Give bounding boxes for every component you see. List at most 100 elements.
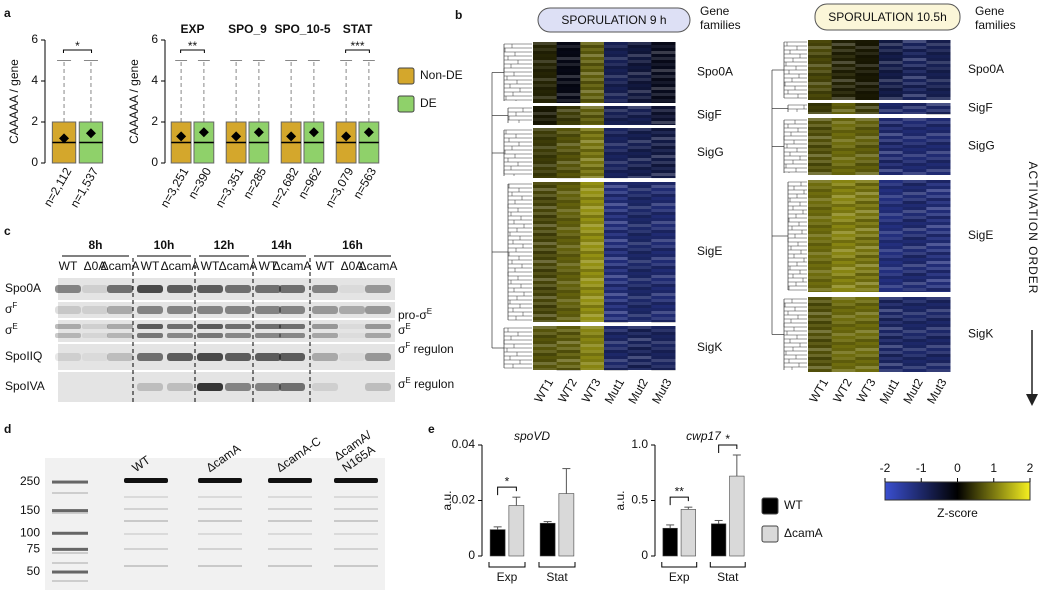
blot-band [197, 383, 223, 391]
heat-texture [831, 285, 856, 288]
heat-texture [604, 81, 629, 84]
heat-texture [556, 206, 581, 209]
heat-texture [556, 152, 581, 155]
heat-texture [580, 257, 605, 260]
heat-texture [902, 154, 927, 157]
heat-texture [902, 309, 927, 312]
heat-texture [926, 318, 951, 321]
heat-texture [604, 341, 629, 344]
heat-texture [604, 317, 629, 320]
heat-texture [902, 312, 927, 315]
heat-texture [902, 133, 927, 136]
n-label: n=2,682 [267, 165, 301, 210]
heat-cell [902, 40, 927, 100]
heat-texture [651, 69, 676, 72]
significance-bracket [718, 444, 738, 453]
heat-texture [831, 366, 856, 369]
heat-texture [926, 112, 951, 115]
heat-texture [533, 314, 558, 317]
mean-marker [198, 127, 209, 138]
heat-texture [902, 243, 927, 246]
heat-texture [879, 79, 904, 82]
heat-texture [879, 312, 904, 315]
blot-band [167, 333, 193, 338]
heat-texture [627, 260, 652, 263]
column-label: WT1 [806, 376, 831, 405]
heat-texture [926, 237, 951, 240]
heat-texture [604, 118, 629, 121]
heat-texture [556, 299, 581, 302]
heat-texture [533, 350, 558, 353]
heat-texture [926, 354, 951, 357]
heat-texture [808, 285, 833, 288]
heat-texture [651, 99, 676, 102]
heat-texture [808, 276, 833, 279]
heat-texture [556, 356, 581, 359]
heat-texture [604, 365, 629, 368]
heat-texture [855, 279, 880, 282]
heat-texture [902, 169, 927, 172]
heat-texture [855, 186, 880, 189]
heat-texture [604, 84, 629, 87]
blot-label: σE [5, 322, 18, 338]
heat-texture [556, 115, 581, 118]
heat-texture [808, 351, 833, 354]
heat-texture [808, 312, 833, 315]
category-label: SPO_10-5 [274, 22, 330, 36]
heat-texture [879, 121, 904, 124]
heat-texture [831, 222, 856, 225]
heat-texture [831, 330, 856, 333]
heat-texture [533, 51, 558, 54]
heat-texture [855, 207, 880, 210]
heat-texture [926, 228, 951, 231]
heat-texture [808, 112, 833, 115]
gel-smear [198, 533, 242, 535]
heat-texture [879, 330, 904, 333]
heat-texture [604, 299, 629, 302]
heat-texture [879, 192, 904, 195]
heat-texture [902, 49, 927, 52]
ladder-band [52, 509, 88, 513]
heat-texture [855, 73, 880, 76]
heat-texture [902, 261, 927, 264]
heat-texture [855, 163, 880, 166]
heat-texture [604, 245, 629, 248]
heat-cell [604, 128, 629, 178]
heat-texture [879, 354, 904, 357]
heat-texture [556, 75, 581, 78]
heat-texture [627, 146, 652, 149]
heat-texture [831, 240, 856, 243]
heat-texture [808, 189, 833, 192]
heat-texture [831, 249, 856, 252]
heat-texture [533, 320, 558, 323]
heat-texture [831, 139, 856, 142]
heat-texture [808, 151, 833, 154]
heat-texture [604, 296, 629, 299]
heat-texture [879, 204, 904, 207]
heat-texture [902, 43, 927, 46]
heat-texture [831, 297, 856, 300]
heat-texture [556, 287, 581, 290]
heat-texture [831, 76, 856, 79]
heat-texture [627, 320, 652, 323]
legend-label: ΔcamA [784, 526, 823, 540]
heat-cell [926, 40, 951, 100]
heat-texture [556, 236, 581, 239]
heat-texture [604, 170, 629, 173]
heat-texture [604, 311, 629, 314]
heat-texture [926, 261, 951, 264]
heat-texture [651, 84, 676, 87]
heat-texture [926, 273, 951, 276]
heat-texture [926, 252, 951, 255]
heat-texture [926, 369, 951, 372]
heat-texture [879, 369, 904, 372]
heat-texture [533, 260, 558, 263]
cluster-label: SigE [968, 228, 993, 242]
heat-texture [580, 233, 605, 236]
heat-texture [627, 359, 652, 362]
blot-band [312, 285, 338, 293]
heat-texture [879, 133, 904, 136]
blot-band [137, 285, 163, 293]
heat-texture [808, 357, 833, 360]
heat-texture [651, 218, 676, 221]
